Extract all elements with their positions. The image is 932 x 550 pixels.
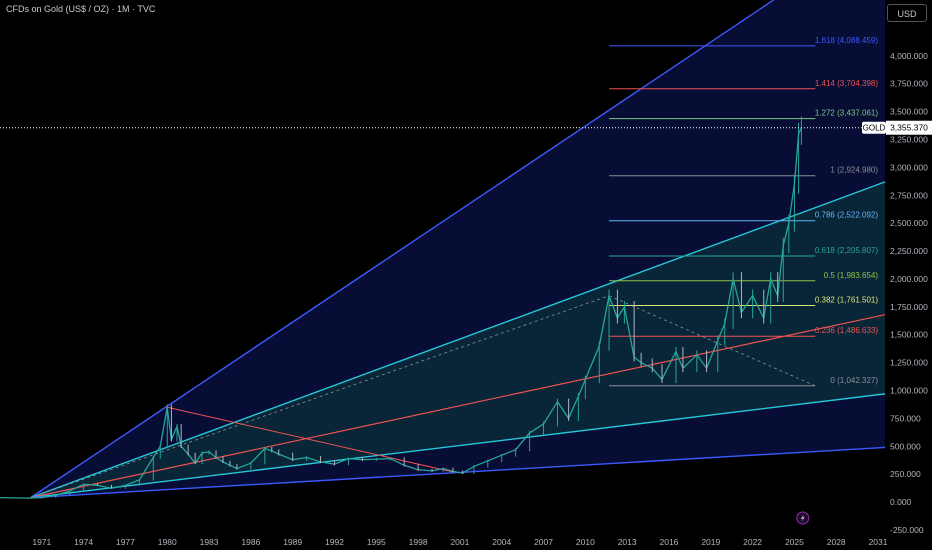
x-axis-tick: 2007: [534, 537, 553, 547]
symbol-tag: GOLD: [863, 124, 886, 133]
fan-ray-red: [30, 314, 886, 499]
fib-level-label: 1 (2,924.980): [830, 166, 878, 175]
axis-layer: 4,000.000 3,750.000 3,500.000 3,250.000 3,00…: [32, 51, 928, 547]
currency-button[interactable]: USD: [887, 4, 927, 22]
x-axis-tick: 2022: [743, 537, 762, 547]
x-axis-tick: 1983: [200, 537, 219, 547]
fib-level-label: 0.786 (2,522.092): [815, 211, 878, 220]
x-axis-tick: 2013: [618, 537, 637, 547]
downtrend-line: [167, 406, 454, 473]
y-axis-tick: 3,500.000: [890, 107, 928, 117]
y-axis-tick: 1,750.000: [890, 302, 928, 312]
fib-level-label: 1.618 (4,088.459): [815, 36, 878, 45]
y-axis-tick: 3,750.000: [890, 79, 928, 89]
y-axis-tick: 750.000: [890, 413, 921, 423]
fib-level-label: 0.236 (1,486.633): [815, 326, 878, 335]
fib-level-label: 0.5 (1,983.654): [824, 271, 879, 280]
x-axis-tick: 1998: [409, 537, 428, 547]
x-axis-tick: 2001: [450, 537, 469, 547]
fib-level-label: 0 (1,042.327): [830, 376, 878, 385]
x-axis-tick: 1992: [325, 537, 344, 547]
fib-level-label: 0.618 (2,205.807): [815, 246, 878, 255]
x-axis-tick: 1995: [367, 537, 386, 547]
y-axis-tick: 3,000.000: [890, 162, 928, 172]
price-tag: 3,355.370: [890, 123, 928, 133]
lightning-glyph: [800, 514, 805, 522]
x-axis-tick: 2028: [827, 537, 846, 547]
y-axis-tick: 2,750.000: [890, 190, 928, 200]
x-axis-tick: 1986: [241, 537, 260, 547]
dashed-trend-down: [608, 295, 816, 387]
fib-layer: 1.618 (4,088.459) 1.414 (3,704.398) 1.272 …: [609, 36, 879, 387]
overlay-layer: GOLD 3,355.370: [0, 120, 932, 525]
y-axis-tick: 2,000.000: [890, 274, 928, 284]
price-tag-bg: [886, 120, 932, 135]
fib-level-label: 1.414 (3,704.398): [815, 79, 878, 88]
fib-level-label: 1.272 (3,437.061): [815, 109, 878, 118]
y-axis-tick: 1,250.000: [890, 358, 928, 368]
y-axis-tick: 500.000: [890, 441, 921, 451]
x-axis-tick: 1971: [32, 537, 51, 547]
x-axis-tick: 1977: [116, 537, 135, 547]
y-axis-tick: 2,250.000: [890, 246, 928, 256]
y-axis-tick: 3,250.000: [890, 134, 928, 144]
y-axis-tick: 1,500.000: [890, 330, 928, 340]
x-axis-tick: 2016: [660, 537, 679, 547]
x-axis-tick: 2019: [701, 537, 720, 547]
y-axis-tick: -250.000: [890, 525, 924, 535]
fan-layer: [30, 0, 886, 499]
x-axis-tick: 2025: [785, 537, 804, 547]
fib-level-label: 0.382 (1,761.501): [815, 296, 878, 305]
symbol-tag-bg: [862, 121, 886, 134]
y-axis-tick: 250.000: [890, 469, 921, 479]
x-axis-tick: 1974: [74, 537, 93, 547]
chart-title: CFDs on Gold (US$ / OZ) · 1M · TVC: [6, 4, 156, 14]
fan-ray-cyan-lower: [30, 393, 886, 499]
dashed-trend-up: [30, 295, 610, 499]
y-axis-tick: 0.000: [890, 497, 912, 507]
x-axis-tick: 1980: [158, 537, 177, 547]
x-axis-tick: 2010: [576, 537, 595, 547]
x-axis-tick: 2004: [492, 537, 511, 547]
x-axis-tick: 2031: [869, 537, 888, 547]
fan-ray-top: [30, 0, 774, 499]
fan-ray-cyan-upper: [30, 181, 886, 499]
x-axis-tick: 1989: [283, 537, 302, 547]
y-axis-tick: 4,000.000: [890, 51, 928, 61]
y-axis-tick: 1,000.000: [890, 386, 928, 396]
y-axis-tick: 2,500.000: [890, 218, 928, 228]
series-layer: [0, 116, 802, 499]
